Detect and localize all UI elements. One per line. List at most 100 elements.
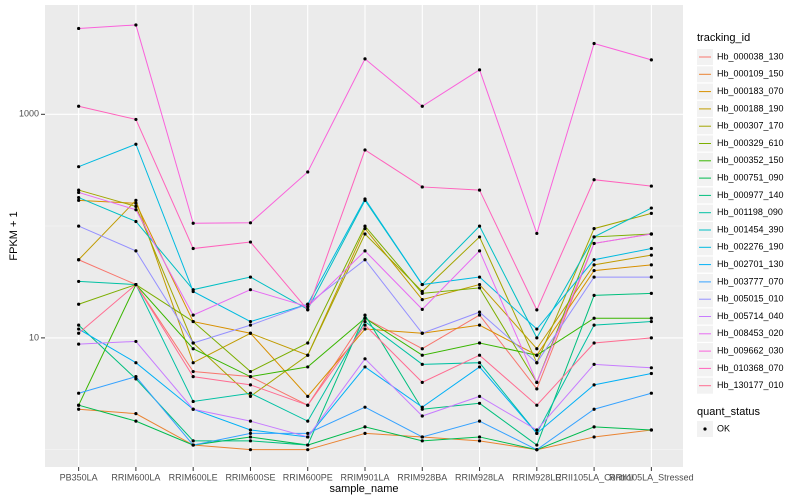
point	[420, 414, 424, 418]
point	[420, 347, 424, 351]
point	[363, 232, 367, 236]
point	[592, 383, 596, 387]
point	[477, 68, 482, 72]
point	[134, 282, 138, 287]
point	[649, 371, 653, 376]
point	[134, 204, 138, 209]
point	[535, 308, 539, 312]
point	[77, 302, 81, 306]
point	[134, 219, 138, 224]
point	[535, 431, 539, 435]
point	[77, 165, 81, 169]
point	[77, 190, 81, 195]
point	[477, 286, 482, 290]
x-tick-label: RRIM928LA	[455, 472, 504, 482]
point	[248, 431, 253, 435]
legend-title: tracking_id	[697, 32, 750, 44]
point	[363, 224, 367, 228]
point	[191, 221, 195, 225]
point	[535, 448, 539, 452]
point	[420, 439, 424, 443]
legend-label: Hb_000183_070	[717, 86, 784, 96]
point	[592, 407, 596, 411]
point	[77, 198, 81, 202]
point	[77, 323, 81, 327]
point	[477, 188, 482, 192]
legend-label: Hb_005015_010	[717, 294, 784, 304]
point	[363, 431, 367, 435]
x-tick-label: RRIM600PE	[283, 472, 333, 482]
legend-title: quant_status	[697, 406, 760, 418]
point	[592, 241, 596, 246]
point	[77, 188, 81, 192]
point	[477, 275, 482, 279]
point	[420, 298, 424, 302]
x-tick-label: PB350LA	[60, 472, 98, 482]
point	[649, 211, 653, 215]
point	[649, 428, 653, 432]
point	[535, 336, 539, 340]
legend-label: Hb_002276_190	[717, 242, 784, 252]
legend-label: Hb_010368_070	[717, 363, 784, 373]
point	[363, 197, 367, 201]
point	[649, 253, 653, 257]
y-tick-label: 1000	[19, 109, 39, 119]
point	[649, 263, 653, 267]
point	[477, 365, 482, 369]
point	[77, 104, 81, 108]
point	[592, 362, 596, 366]
point	[134, 208, 138, 212]
point	[191, 341, 195, 345]
x-tick-label: RRIM600SE	[225, 472, 275, 482]
point	[363, 319, 367, 324]
point	[77, 26, 81, 31]
point	[248, 323, 253, 327]
point	[306, 341, 310, 345]
point	[649, 366, 653, 370]
point	[134, 377, 138, 381]
point	[191, 375, 195, 379]
x-tick-label: RRIM928BA	[397, 472, 447, 482]
point	[363, 327, 367, 331]
point	[592, 293, 596, 297]
point	[134, 412, 138, 416]
point	[134, 117, 138, 122]
legend-point	[703, 427, 707, 431]
point	[191, 361, 195, 365]
point	[477, 224, 482, 228]
point	[77, 391, 81, 395]
point	[420, 282, 424, 287]
point	[649, 316, 653, 320]
point	[649, 206, 653, 210]
point	[363, 365, 367, 369]
point	[134, 375, 138, 379]
y-tick-label: 10	[29, 332, 39, 342]
point	[477, 419, 482, 423]
point	[134, 249, 138, 253]
legend-label: Hb_008453_020	[717, 328, 784, 338]
point	[306, 443, 310, 447]
point	[535, 347, 539, 351]
point	[420, 435, 424, 439]
point	[134, 339, 138, 344]
point	[134, 419, 138, 423]
point	[420, 307, 424, 311]
point	[477, 341, 482, 345]
point	[191, 313, 195, 317]
point	[77, 327, 81, 331]
point	[592, 268, 596, 273]
point	[649, 58, 653, 62]
point	[535, 361, 539, 365]
point	[306, 435, 310, 439]
point	[363, 405, 367, 409]
legend-label: Hb_002701_130	[717, 259, 784, 269]
point	[248, 448, 253, 452]
point	[363, 226, 367, 231]
point	[191, 407, 195, 411]
point	[363, 148, 367, 152]
x-tick-label: RRIM600LA	[111, 472, 160, 482]
point	[306, 308, 310, 312]
point	[649, 232, 653, 236]
point	[77, 331, 81, 335]
